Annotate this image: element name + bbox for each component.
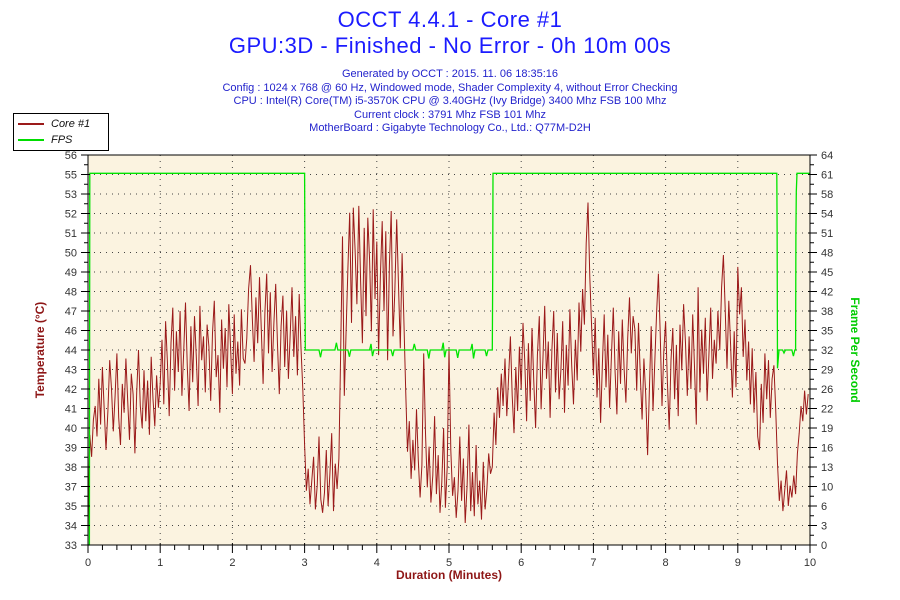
duration-tick-label: 9	[735, 557, 741, 569]
legend-item-fps: FPS	[18, 132, 104, 148]
fps-tick-label: 54	[821, 209, 833, 221]
fps-tick-label: 19	[821, 423, 833, 435]
duration-tick-label: 5	[446, 557, 452, 569]
duration-tick-label: 0	[85, 557, 91, 569]
system-info-block: Generated by OCCT : 2015. 11. 06 18:35:1…	[0, 68, 900, 136]
temperature-tick-label: 51	[65, 228, 77, 240]
fps-tick-label: 13	[821, 462, 833, 474]
fps-tick-label: 26	[821, 384, 833, 396]
temperature-tick-label: 42	[65, 384, 77, 396]
info-generated: Generated by OCCT : 2015. 11. 06 18:35:1…	[341, 68, 559, 80]
temperature-tick-label: 38	[65, 462, 77, 474]
fps-tick-label: 6	[821, 501, 827, 513]
fps-tick-label: 10	[821, 482, 833, 494]
info-motherboard: MotherBoard : Gigabyte Technology Co., L…	[309, 122, 591, 134]
duration-tick-label: 7	[590, 557, 596, 569]
temperature-tick-label: 52	[65, 209, 77, 221]
fps-tick-label: 0	[821, 540, 827, 552]
fps-tick-label: 32	[821, 345, 833, 357]
fps-tick-label: 16	[821, 443, 833, 455]
duration-tick-label: 8	[663, 557, 669, 569]
temperature-tick-label: 37	[65, 482, 77, 494]
info-config: Config : 1024 x 768 @ 60 Hz, Windowed mo…	[222, 81, 678, 94]
legend-item-core1: Core #1	[18, 116, 104, 132]
temperature-tick-label: 53	[65, 189, 77, 201]
temperature-tick-label: 47	[65, 306, 77, 318]
duration-tick-label: 3	[302, 557, 308, 569]
temperature-tick-label: 35	[65, 501, 77, 513]
temperature-tick-label: 50	[65, 248, 77, 260]
temperature-tick-label: 46	[65, 326, 77, 338]
core1-line-swatch	[18, 123, 44, 125]
fps-tick-label: 38	[821, 306, 833, 318]
fps-tick-label: 35	[821, 326, 833, 338]
fps-tick-label: 29	[821, 365, 833, 377]
temperature-tick-label: 49	[65, 267, 77, 279]
temperature-axis-title: Temperature (°C)	[33, 302, 47, 399]
report-title: OCCT 4.4.1 - Core #1	[337, 7, 563, 32]
temperature-tick-label: 39	[65, 443, 77, 455]
fps-tick-label: 22	[821, 404, 833, 416]
report-subtitle: GPU:3D - Finished - No Error - 0h 10m 00…	[228, 33, 672, 58]
fps-tick-label: 42	[821, 287, 833, 299]
fps-tick-label: 61	[821, 170, 833, 182]
duration-axis-title: Duration (Minutes)	[396, 568, 502, 582]
fps-series-line	[88, 172, 810, 546]
info-current-clock: Current clock : 3791 Mhz FSB 101 Mhz	[354, 108, 546, 121]
info-cpu: CPU : Intel(R) Core(TM) i5-3570K CPU @ 3…	[233, 95, 667, 107]
fps-tick-label: 45	[821, 267, 833, 279]
fps-tick-label: 64	[821, 150, 833, 162]
temperature-tick-label: 44	[65, 345, 77, 357]
duration-tick-label: 10	[804, 557, 816, 569]
duration-tick-label: 1	[157, 557, 163, 569]
temperature-tick-label: 48	[65, 287, 77, 299]
fps-axis-title: Frame Per Second	[848, 297, 862, 402]
duration-tick-label: 6	[518, 557, 524, 569]
temperature-tick-label: 43	[65, 365, 77, 377]
fps-line-swatch	[18, 139, 44, 141]
fps-tick-label: 51	[821, 228, 833, 240]
temperature-tick-label: 34	[65, 521, 77, 533]
temperature-tick-label: 41	[65, 404, 77, 416]
temperature-tick-label: 55	[65, 170, 77, 182]
legend-label-fps: FPS	[51, 134, 73, 146]
temperature-tick-label: 33	[65, 540, 77, 552]
duration-tick-label: 4	[374, 557, 380, 569]
legend-label-core1: Core #1	[51, 118, 91, 130]
temperature-tick-label: 40	[65, 423, 77, 435]
fps-tick-label: 58	[821, 189, 833, 201]
temperature-series-line	[87, 202, 809, 535]
fps-tick-label: 48	[821, 248, 833, 260]
temperature-tick-label: 56	[65, 150, 77, 162]
chart-legend: Core #1 FPS	[13, 113, 109, 151]
fps-tick-label: 3	[821, 521, 827, 533]
duration-tick-label: 2	[229, 557, 235, 569]
